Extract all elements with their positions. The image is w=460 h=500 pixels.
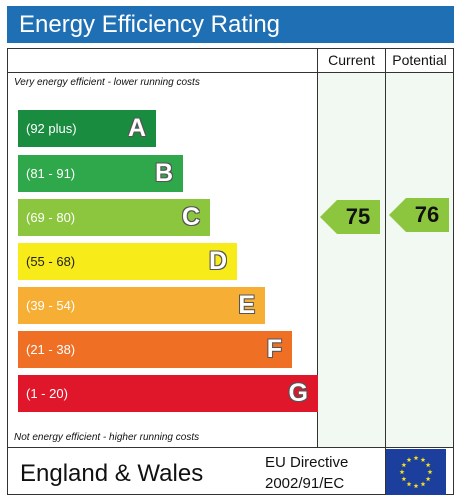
eu-star-icon xyxy=(427,469,433,475)
potential-rating-value: 76 xyxy=(414,202,440,227)
current-column-divider xyxy=(317,48,318,447)
eu-star-icon xyxy=(406,481,412,487)
eu-star-icon xyxy=(420,457,426,462)
efficient-note: Very energy efficient - lower running co… xyxy=(14,77,200,88)
eu-star-icon xyxy=(420,481,426,487)
eu-flag-icon xyxy=(386,449,446,495)
potential-column-header: Potential xyxy=(392,52,447,68)
band-range-label: (21 - 38) xyxy=(26,342,76,357)
rating-frame xyxy=(7,48,454,495)
eu-star-icon xyxy=(401,462,407,468)
band-letter: F xyxy=(266,335,282,363)
eu-star-icon xyxy=(413,483,419,489)
eu-star-icon xyxy=(425,476,431,482)
inefficient-note: Not energy efficient - higher running co… xyxy=(14,432,200,443)
band-b: (81 - 91) B xyxy=(18,155,183,192)
header-divider xyxy=(7,72,454,73)
band-range-label: (69 - 80) xyxy=(26,210,76,225)
eu-star-icon xyxy=(413,455,419,461)
arrow-shape-icon xyxy=(320,200,380,234)
band-letter: C xyxy=(181,203,200,231)
band-range-label: (81 - 91) xyxy=(26,166,76,181)
footer-divider xyxy=(7,447,454,448)
current-rating-value: 75 xyxy=(345,204,371,229)
band-letter: A xyxy=(127,114,146,142)
band-letter: G xyxy=(288,379,308,407)
band-range-label: (1 - 20) xyxy=(26,386,68,401)
eu-star-icon xyxy=(425,462,431,468)
eu-star-icon xyxy=(406,457,412,462)
band-letter: E xyxy=(238,291,255,319)
directive-line-2: 2002/91/EC xyxy=(265,475,345,492)
band-letter: B xyxy=(154,159,173,187)
band-range-label: (92 plus) xyxy=(26,121,77,136)
band-c: (69 - 80) C xyxy=(18,199,210,236)
band-range-label: (39 - 54) xyxy=(26,298,76,313)
band-range-label: (55 - 68) xyxy=(26,254,76,269)
band-g: (1 - 20) G xyxy=(18,375,318,412)
eu-star-icon xyxy=(399,469,405,475)
potential-column-divider xyxy=(385,48,386,495)
band-f: (21 - 38) F xyxy=(18,331,292,368)
potential-rating-arrow: 76 xyxy=(389,198,449,232)
potential-column-bg xyxy=(386,73,453,447)
band-letter: D xyxy=(208,247,227,275)
current-column-header: Current xyxy=(328,52,375,68)
current-rating-arrow: 75 xyxy=(320,200,380,234)
band-e: (39 - 54) E xyxy=(18,287,265,324)
directive-line-1: EU Directive xyxy=(265,454,349,471)
band-d: (55 - 68) D xyxy=(18,243,237,280)
page-title: Energy Efficiency Rating xyxy=(7,6,454,43)
eu-star-icon xyxy=(401,476,407,482)
region-label: England & Wales xyxy=(20,460,204,487)
band-a: (92 plus) A xyxy=(18,110,156,147)
current-column-bg xyxy=(318,73,385,447)
arrow-shape-icon xyxy=(389,198,449,232)
